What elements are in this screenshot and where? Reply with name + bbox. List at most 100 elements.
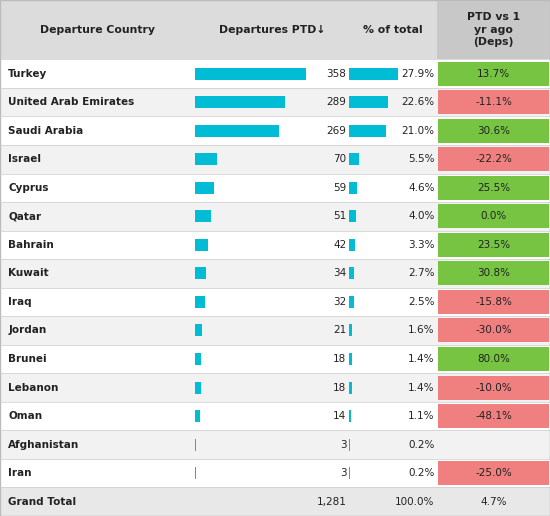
Text: Afghanistan: Afghanistan [8, 440, 80, 449]
Text: -48.1%: -48.1% [475, 411, 512, 421]
Bar [0, 173, 550, 202]
Text: 34: 34 [333, 268, 346, 279]
Bar [0, 231, 550, 259]
Text: 32: 32 [333, 297, 346, 307]
Bar [195, 96, 285, 108]
Bar [195, 211, 211, 222]
Text: 100.0%: 100.0% [395, 497, 434, 507]
Bar [438, 61, 549, 86]
Text: Bahrain: Bahrain [8, 240, 54, 250]
Text: 21: 21 [333, 326, 346, 335]
Bar [195, 353, 201, 365]
Text: Departures PTD↓: Departures PTD↓ [219, 25, 326, 35]
Text: 5.5%: 5.5% [408, 154, 435, 164]
Text: 1.4%: 1.4% [408, 354, 435, 364]
Text: 3: 3 [340, 468, 346, 478]
Text: 14: 14 [333, 411, 346, 421]
Text: 30.8%: 30.8% [477, 268, 510, 279]
Text: Kuwait: Kuwait [8, 268, 49, 279]
Text: 4.7%: 4.7% [480, 497, 507, 507]
Bar [438, 290, 549, 314]
Text: 25.5%: 25.5% [477, 183, 510, 193]
Text: Iraq: Iraq [8, 297, 32, 307]
Bar [349, 381, 351, 394]
Bar [195, 381, 201, 394]
Text: 23.5%: 23.5% [477, 240, 510, 250]
Text: 0.2%: 0.2% [408, 468, 435, 478]
Bar [349, 353, 351, 365]
Bar [349, 211, 356, 222]
Bar [349, 125, 386, 137]
Text: Lebanon: Lebanon [8, 382, 59, 393]
Bar [195, 125, 278, 137]
Text: 2.7%: 2.7% [408, 268, 435, 279]
Bar [0, 373, 550, 402]
Text: -30.0%: -30.0% [475, 326, 512, 335]
Bar [0, 316, 550, 345]
Bar [349, 153, 359, 165]
Text: 22.6%: 22.6% [402, 97, 434, 107]
Text: 0.0%: 0.0% [481, 212, 507, 221]
Bar [438, 204, 549, 228]
Text: 358: 358 [327, 69, 346, 78]
Bar [438, 90, 549, 114]
Bar [195, 153, 217, 165]
Text: 42: 42 [333, 240, 346, 250]
Text: 13.7%: 13.7% [477, 69, 510, 78]
Text: Israel: Israel [8, 154, 41, 164]
Text: 3.3%: 3.3% [408, 240, 435, 250]
Text: Oman: Oman [8, 411, 42, 421]
Bar [195, 410, 200, 422]
Bar [0, 145, 550, 173]
Text: Departure Country: Departure Country [40, 25, 155, 35]
Bar [438, 119, 549, 143]
Text: 1.4%: 1.4% [408, 382, 435, 393]
Text: 269: 269 [327, 126, 346, 136]
Bar [349, 182, 358, 194]
Text: 27.9%: 27.9% [402, 69, 434, 78]
Text: 1,281: 1,281 [317, 497, 346, 507]
Bar [195, 239, 208, 251]
Text: 1.1%: 1.1% [408, 411, 435, 421]
Text: 3: 3 [340, 440, 346, 449]
Bar [0, 0, 437, 59]
Bar [437, 0, 550, 59]
Text: 21.0%: 21.0% [402, 126, 434, 136]
Text: Brunei: Brunei [8, 354, 47, 364]
Bar [0, 459, 550, 488]
Bar [438, 147, 549, 171]
Bar [0, 288, 550, 316]
Bar [0, 430, 550, 459]
Bar [195, 439, 196, 450]
Text: 0.2%: 0.2% [408, 440, 435, 449]
Text: 1.6%: 1.6% [408, 326, 435, 335]
Bar [349, 68, 398, 79]
Bar [195, 68, 306, 79]
Bar [195, 325, 202, 336]
Bar [195, 182, 213, 194]
Text: -25.0%: -25.0% [475, 468, 512, 478]
Bar [349, 267, 354, 279]
Text: 4.6%: 4.6% [408, 183, 435, 193]
Text: -15.8%: -15.8% [475, 297, 512, 307]
Text: Turkey: Turkey [8, 69, 47, 78]
Bar [438, 262, 549, 285]
Bar [438, 404, 549, 428]
Bar [349, 325, 352, 336]
Bar [438, 176, 549, 200]
Bar [0, 117, 550, 145]
Bar [349, 296, 354, 308]
Bar [438, 318, 549, 343]
Bar [0, 488, 550, 516]
Bar [438, 347, 549, 371]
Bar [0, 59, 550, 88]
Text: 80.0%: 80.0% [477, 354, 510, 364]
Bar [349, 410, 351, 422]
Text: PTD vs 1
yr ago
(Deps): PTD vs 1 yr ago (Deps) [467, 12, 520, 47]
Text: Jordan: Jordan [8, 326, 47, 335]
Bar [0, 345, 550, 373]
Text: 18: 18 [333, 382, 346, 393]
Text: -10.0%: -10.0% [475, 382, 512, 393]
Bar [438, 461, 549, 485]
Bar [195, 296, 205, 308]
